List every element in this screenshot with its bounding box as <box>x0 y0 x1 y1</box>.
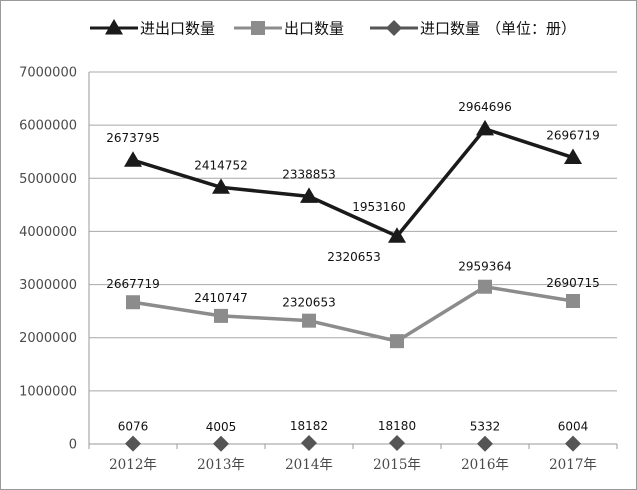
gridlines <box>89 71 617 392</box>
data-label: 1953160 <box>352 200 405 214</box>
data-point-square <box>126 295 140 310</box>
data-label: 2964696 <box>458 100 511 114</box>
y-axis-ticks: 0 1000000 2000000 3000000 4000000 5000000 6000… <box>19 66 77 453</box>
data-label: 2410747 <box>194 291 247 305</box>
legend: 进出口数量 出口数量 进口数量 （单位：册） <box>90 19 576 38</box>
data-label: 5332 <box>470 420 501 434</box>
data-point-diamond <box>389 435 405 452</box>
series-lines <box>132 127 574 343</box>
data-point-square <box>566 294 580 309</box>
data-point-diamond <box>477 435 493 452</box>
x-tick-label: 2012年 <box>109 457 157 473</box>
data-label: 2338853 <box>282 167 335 181</box>
data-point-triangle <box>388 227 406 243</box>
data-point-diamond <box>301 435 317 452</box>
data-label: 2959364 <box>458 260 511 274</box>
data-point-square <box>478 279 492 294</box>
axes <box>88 72 618 449</box>
data-label: 6004 <box>558 420 589 434</box>
x-tick-label: 2016年 <box>461 457 509 473</box>
data-point-triangle <box>476 119 494 136</box>
data-label: 2673795 <box>106 131 159 145</box>
data-label: 18180 <box>378 419 416 433</box>
legend-label: 出口数量 <box>284 20 344 38</box>
data-point-square <box>251 21 265 35</box>
data-point-square <box>302 313 316 328</box>
y-tick-label: 7000000 <box>19 66 77 81</box>
data-label: 2696719 <box>546 129 599 143</box>
series-line <box>132 284 574 343</box>
data-label: 4005 <box>206 420 237 434</box>
x-tick-label: 2014年 <box>285 457 333 473</box>
data-label: 2320653 <box>327 250 380 264</box>
y-tick-label: 6000000 <box>19 119 77 134</box>
data-labels: 2673795 2414752 2338853 1953160 2964696 26967… <box>106 100 599 434</box>
x-tick-label: 2017年 <box>549 457 597 473</box>
data-label: 2414752 <box>194 158 247 172</box>
series-line <box>132 127 574 238</box>
data-point-square <box>214 308 228 323</box>
data-point-diamond <box>125 435 141 452</box>
data-label: 2690715 <box>546 276 599 290</box>
data-point-diamond <box>386 20 402 36</box>
y-tick-label: 5000000 <box>19 172 77 187</box>
data-point-triangle <box>105 19 123 35</box>
x-tick-label: 2013年 <box>197 457 245 473</box>
data-point-diamond <box>213 435 229 452</box>
data-point-triangle <box>300 187 318 203</box>
data-point-triangle <box>212 178 230 194</box>
series-markers <box>124 119 582 452</box>
data-point-triangle <box>564 148 582 165</box>
data-point-square <box>390 334 404 349</box>
data-label: 2320653 <box>282 296 335 310</box>
y-tick-label: 2000000 <box>19 331 77 346</box>
y-tick-label: 1000000 <box>19 384 77 399</box>
data-point-diamond <box>565 435 581 452</box>
data-label: 2667719 <box>106 277 159 291</box>
data-label: 6076 <box>118 420 149 434</box>
x-axis-ticks: 2012年 2013年 2014年 2015年 2016年 2017年 <box>109 457 597 473</box>
y-tick-label: 3000000 <box>19 278 77 293</box>
data-point-triangle <box>124 151 142 167</box>
data-label: 18182 <box>290 419 328 433</box>
legend-unit-note: （单位：册） <box>486 20 576 38</box>
legend-label: 进出口数量 <box>140 20 215 38</box>
y-tick-label: 4000000 <box>19 225 77 240</box>
y-tick-label: 0 <box>69 438 77 453</box>
x-tick-label: 2015年 <box>373 457 421 473</box>
legend-label: 进口数量 <box>420 20 480 38</box>
